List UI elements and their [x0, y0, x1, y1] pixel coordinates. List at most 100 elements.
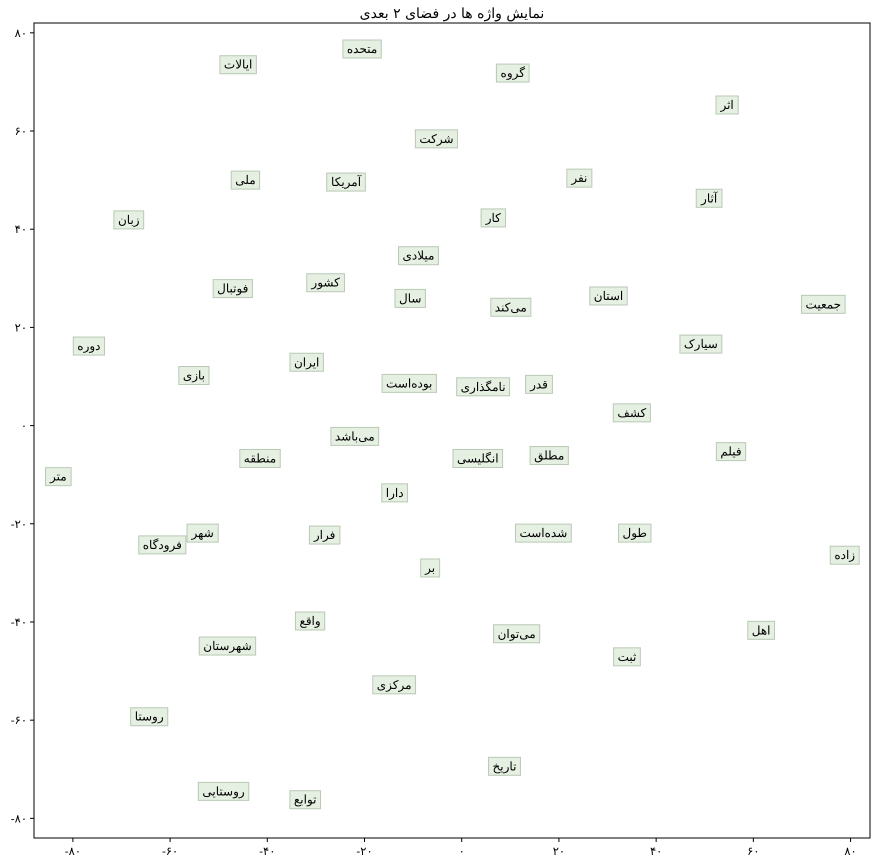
word-label-box — [488, 756, 521, 776]
word-label-point: واقع — [294, 611, 326, 631]
word-label-text: نفر — [570, 171, 587, 185]
word-label-box — [514, 523, 572, 543]
x-tick-label: ۸۰ — [844, 844, 856, 858]
word-label-box — [618, 523, 652, 543]
word-label-box — [490, 297, 532, 317]
word-label-point: اهل — [747, 620, 776, 640]
word-label-point: مطلق — [529, 446, 569, 466]
word-label-text: سیارک — [684, 337, 718, 351]
x-tick-label: -۲۰ — [356, 844, 372, 858]
word-label-point: فوتبال — [212, 279, 253, 299]
word-label-text: روستا — [135, 710, 164, 724]
x-tick-label: -۸۰ — [65, 844, 81, 858]
word-label-point: انگلیسی — [452, 448, 504, 468]
word-label-box — [394, 288, 426, 308]
word-label-point: توابع — [289, 790, 322, 810]
word-label-point: می‌باشد — [330, 426, 380, 446]
word-label-point: ایالات — [219, 55, 257, 75]
y-tick-label: ۰ — [21, 419, 27, 433]
word-label-box — [566, 168, 593, 188]
word-label-text: منطقه — [244, 451, 276, 465]
word-label-point: سال — [394, 288, 426, 308]
word-label-text: قدر — [529, 377, 548, 391]
word-label-text: شده‌است — [519, 526, 567, 540]
x-tick-label: ۴۰ — [650, 844, 662, 858]
word-label-box — [529, 446, 569, 466]
word-label-text: آمریکا — [331, 174, 362, 189]
word-label-box — [612, 403, 651, 423]
word-label-text: ملی — [235, 173, 255, 187]
y-tick-label: ۸۰ — [15, 26, 27, 40]
word-label-box — [219, 55, 257, 75]
word-label-point: کشف — [612, 403, 651, 423]
word-label-text: شرکت — [419, 132, 453, 146]
word-label-box — [480, 208, 507, 228]
word-label-box — [306, 273, 345, 293]
word-label-point: میلادی — [397, 246, 439, 266]
word-label-box — [230, 170, 261, 190]
word-label-box — [414, 129, 459, 149]
word-label-box — [212, 279, 253, 299]
word-label-point: متر — [44, 467, 72, 487]
x-tick-label: ۲۰ — [553, 844, 565, 858]
word-label-text: واقع — [299, 614, 320, 628]
word-label-box — [330, 426, 380, 446]
word-label-text: انگلیسی — [457, 451, 499, 465]
word-label-box — [372, 675, 417, 695]
word-label-point: زاده — [829, 545, 860, 565]
word-label-point: مرکزی — [372, 675, 417, 695]
word-label-box — [197, 781, 250, 801]
word-label-box — [456, 377, 511, 397]
word-label-point: شده‌است — [514, 523, 572, 543]
word-label-box — [452, 448, 504, 468]
y-tick-label: ۶۰ — [15, 124, 27, 138]
word-label-text: استان — [594, 289, 623, 303]
word-label-box — [113, 210, 145, 230]
word-label-text: گروه — [501, 66, 526, 80]
word-label-box — [397, 246, 439, 266]
word-label-box — [342, 39, 382, 59]
word-label-text: فرودگاه — [143, 538, 182, 552]
word-label-point: کشور — [306, 273, 345, 293]
word-label-box — [186, 523, 219, 543]
word-label-text: می‌توان — [498, 627, 536, 641]
word-label-text: روستایی — [202, 784, 244, 798]
word-label-text: میلادی — [402, 249, 434, 263]
word-label-text: اهل — [752, 623, 771, 637]
word-label-point: قدر — [525, 374, 553, 394]
word-label-text: فیلم — [720, 445, 741, 459]
word-label-box — [326, 172, 366, 192]
word-label-text: کشور — [310, 276, 340, 290]
word-label-text: زبان — [118, 213, 140, 227]
word-label-text: توابع — [294, 793, 317, 807]
word-label-box — [381, 483, 409, 503]
word-label-point: بوده‌است — [381, 373, 437, 393]
word-label-point: بر — [420, 558, 441, 578]
y-tick-label: -۸۰ — [11, 811, 27, 825]
word-label-text: دوره — [77, 339, 100, 353]
word-label-point: آثار — [695, 188, 723, 208]
word-label-text: ایالات — [224, 58, 252, 72]
word-label-point: شهرستان — [198, 636, 257, 656]
word-label-text: شهر — [191, 526, 214, 540]
word-label-box — [493, 624, 541, 644]
word-label-box — [239, 448, 281, 468]
word-label-point: شرکت — [414, 129, 459, 149]
word-label-text: تاریخ — [493, 759, 517, 773]
word-label-box — [829, 545, 860, 565]
word-label-point: استان — [589, 286, 628, 306]
x-tick-label: ۰ — [459, 844, 465, 858]
word-label-point: گروه — [495, 63, 530, 83]
word-label-box — [695, 188, 723, 208]
word-label-text: اثر — [719, 98, 733, 112]
y-tick-label: -۲۰ — [11, 517, 27, 531]
word-label-point: دوره — [72, 336, 106, 356]
y-tick-label: -۴۰ — [11, 615, 27, 629]
word-label-box — [715, 442, 747, 462]
word-label-text: می‌کند — [495, 300, 527, 314]
word-label-box — [130, 707, 169, 727]
x-tick-label: -۶۰ — [162, 844, 178, 858]
word-label-point: طول — [618, 523, 652, 543]
word-label-text: ثبت — [618, 650, 637, 664]
